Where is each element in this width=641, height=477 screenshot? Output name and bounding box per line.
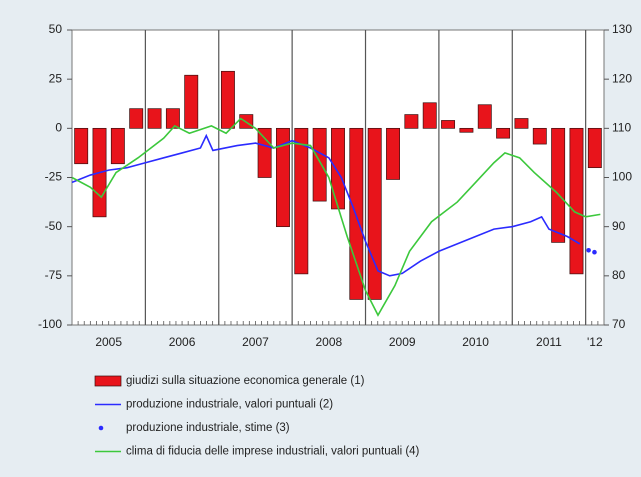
x-tick-label: 2006 (169, 335, 196, 349)
bar (74, 127, 89, 165)
bar (257, 127, 272, 178)
point (592, 249, 597, 255)
x-tick-label: 2009 (389, 335, 416, 349)
x-tick-label: 2010 (462, 335, 489, 349)
y-tick-label: 25 (49, 71, 63, 85)
x-tick-label: '12 (587, 335, 603, 349)
bar (587, 127, 602, 169)
bar (386, 127, 400, 180)
bar (165, 108, 180, 129)
y2-tick-label: 110 (612, 121, 631, 135)
bar (532, 127, 547, 145)
bar (220, 70, 235, 129)
bar (551, 127, 566, 243)
bar (331, 127, 345, 210)
bar (276, 127, 290, 228)
bar (569, 127, 584, 275)
y2-tick-label: 130 (612, 22, 632, 36)
y-tick-label: -75 (45, 268, 63, 282)
x-tick-label: 2007 (242, 335, 269, 349)
x-tick-label: 2008 (315, 335, 342, 349)
bar (422, 102, 437, 129)
bar (496, 127, 511, 139)
bar (129, 108, 144, 129)
bar (514, 118, 529, 129)
y2-tick-label: 90 (612, 219, 626, 233)
y2-tick-label: 100 (612, 170, 632, 184)
legend-label: giudizi sulla situazione economica gener… (126, 375, 365, 387)
bar (312, 127, 327, 202)
y-tick-label: -25 (45, 170, 63, 184)
x-tick-label: 2005 (95, 335, 122, 349)
y-tick-label: 0 (55, 121, 62, 135)
bar (110, 127, 125, 165)
legend-swatch (98, 425, 104, 431)
point (586, 247, 591, 253)
legend-label: produzione industriale, stime (3) (126, 422, 290, 434)
bar (459, 127, 474, 133)
bar (477, 104, 492, 129)
bar (441, 120, 456, 129)
y-tick-label: 50 (49, 22, 63, 36)
bar (184, 74, 199, 129)
y2-tick-label: 120 (612, 71, 632, 85)
y2-tick-label: 80 (612, 268, 626, 282)
bar (294, 127, 309, 275)
legend-label: clima di fiducia delle imprese industria… (126, 446, 420, 458)
legend-swatch (94, 375, 122, 387)
line (71, 133, 581, 277)
bar (404, 114, 419, 129)
y-tick-label: -100 (38, 317, 62, 331)
bar (147, 108, 162, 129)
legend-label: produzione industriale, valori puntuali … (126, 399, 333, 411)
y2-tick-label: 70 (612, 317, 626, 331)
y-tick-label: -50 (45, 219, 63, 233)
bar (367, 127, 382, 300)
x-tick-label: 2011 (536, 335, 562, 349)
line (71, 117, 601, 317)
